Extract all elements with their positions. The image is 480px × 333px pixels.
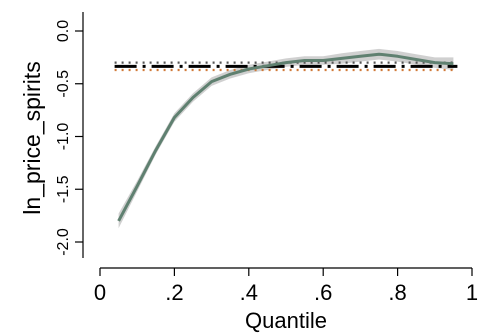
x-ticks: 0 .2 .4 .6 .8 1 xyxy=(94,268,478,305)
series-line-layer xyxy=(117,52,454,222)
y-tick-label: 0.0 xyxy=(55,20,72,42)
x-tick-label: 0 xyxy=(94,280,106,305)
x-axis-title: Quantile xyxy=(245,308,327,333)
confidence-band-layer xyxy=(118,48,454,229)
reference-lines-layer xyxy=(114,61,458,72)
y-ticks: 0.0 -0.5 -1.0 -1.5 -2.0 xyxy=(55,20,83,256)
y-tick-label: -1.0 xyxy=(55,123,72,151)
x-tick-label: .8 xyxy=(388,280,406,305)
y-tick-label: -2.0 xyxy=(55,228,72,256)
x-tick-label: 1 xyxy=(466,280,478,305)
confidence-band xyxy=(118,48,454,229)
x-tick-label: .2 xyxy=(165,280,183,305)
x-tick-label: .4 xyxy=(240,280,258,305)
y-tick-label: -1.5 xyxy=(55,175,72,203)
axes xyxy=(82,12,472,269)
quantile-estimate-line xyxy=(117,52,454,222)
y-axis-title: ln_price_spirits xyxy=(19,61,45,214)
y-tick-label: -0.5 xyxy=(55,70,72,98)
x-tick-label: .6 xyxy=(314,280,332,305)
